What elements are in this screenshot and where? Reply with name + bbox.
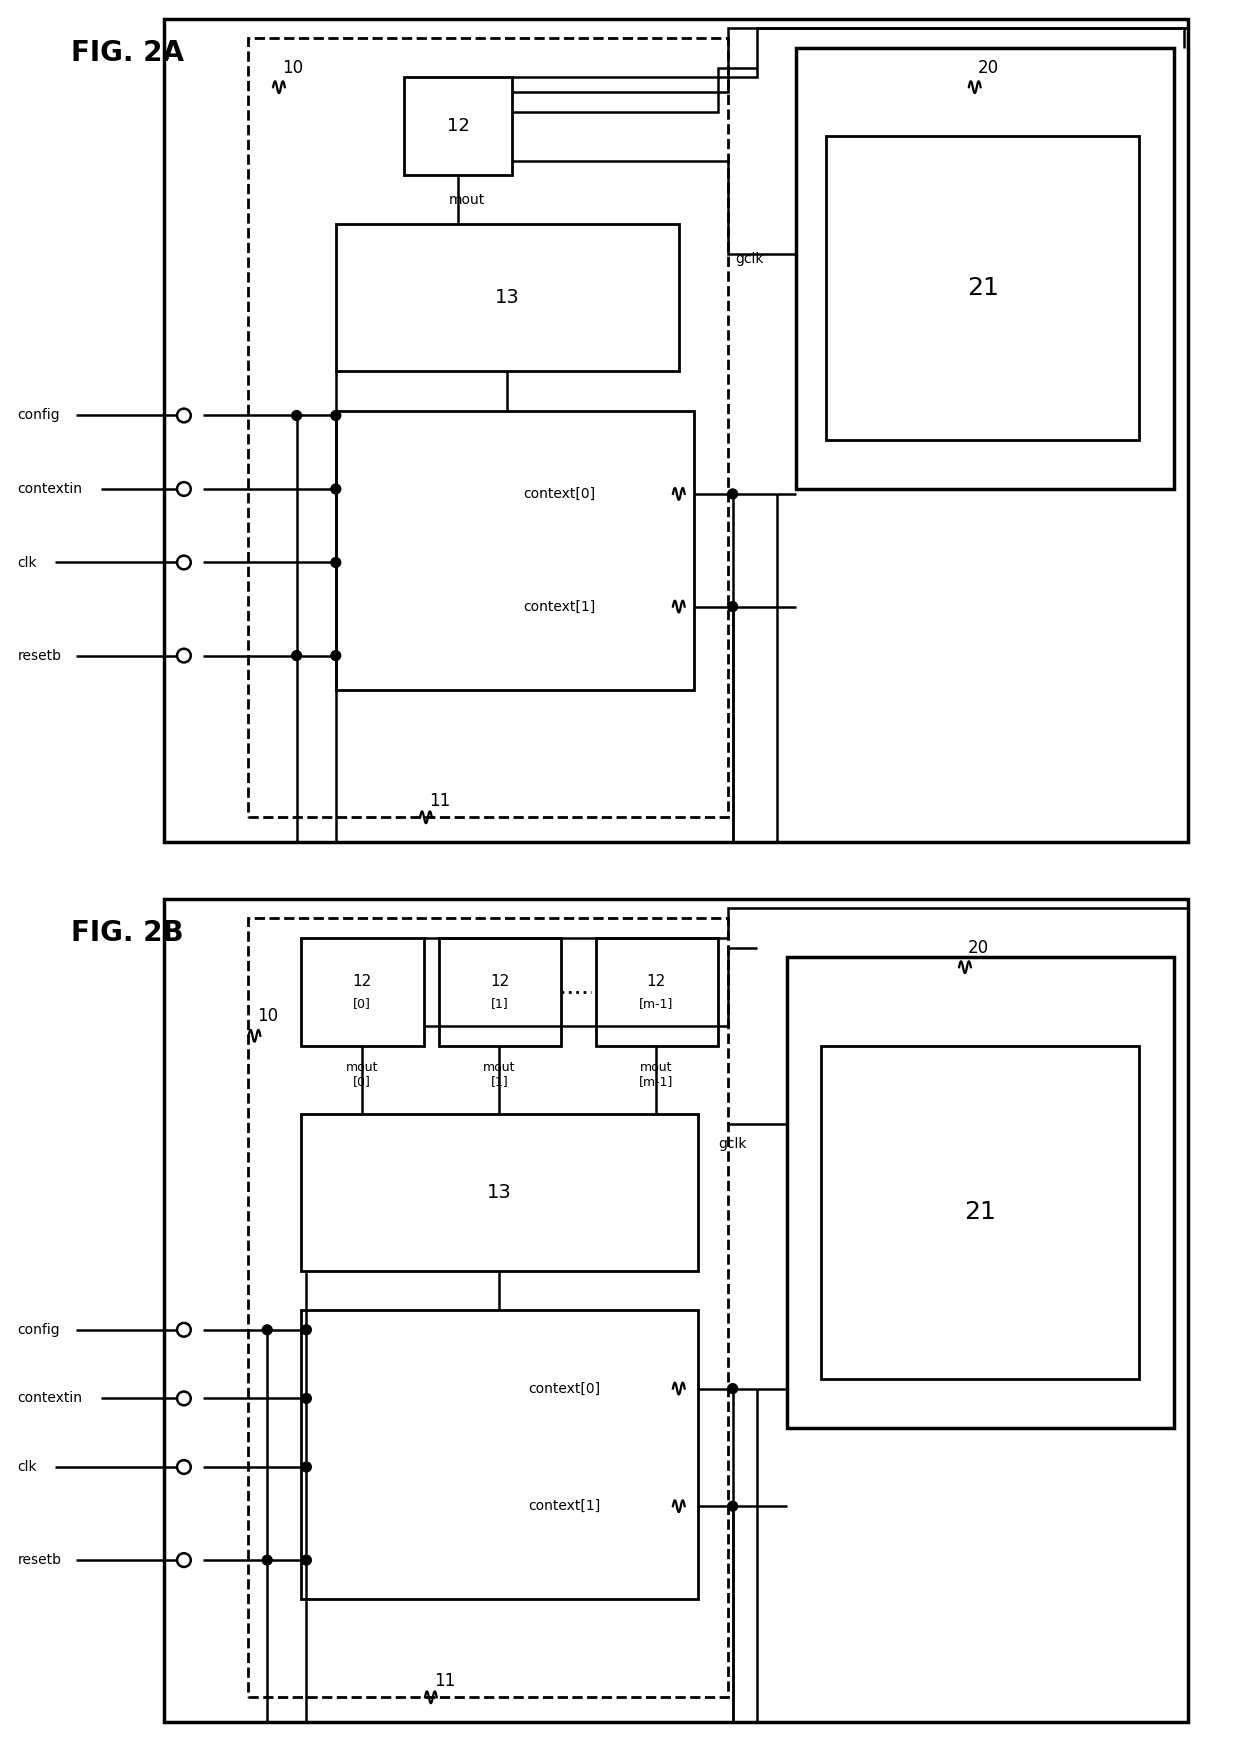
Circle shape bbox=[728, 1383, 738, 1394]
Circle shape bbox=[301, 1394, 311, 1403]
Circle shape bbox=[331, 484, 341, 495]
Circle shape bbox=[177, 649, 191, 662]
Circle shape bbox=[301, 1556, 311, 1565]
Text: context[1]: context[1] bbox=[528, 1500, 600, 1514]
Circle shape bbox=[177, 1461, 191, 1473]
Bar bbox=[248, 39, 728, 817]
Circle shape bbox=[331, 558, 341, 567]
Text: FIG. 2B: FIG. 2B bbox=[71, 919, 184, 947]
Text: context[1]: context[1] bbox=[523, 600, 595, 614]
Text: contextin: contextin bbox=[17, 482, 82, 496]
Text: [0]: [0] bbox=[353, 996, 371, 1010]
Bar bbox=[439, 938, 562, 1045]
Text: [m-1]: [m-1] bbox=[639, 996, 673, 1010]
Text: 10: 10 bbox=[281, 58, 303, 77]
Bar bbox=[826, 136, 1140, 440]
Bar bbox=[164, 899, 1188, 1721]
Circle shape bbox=[291, 651, 301, 660]
Bar bbox=[595, 938, 718, 1045]
Text: mout: mout bbox=[346, 1061, 378, 1074]
Text: 12: 12 bbox=[446, 118, 470, 136]
Circle shape bbox=[177, 408, 191, 422]
Circle shape bbox=[263, 1325, 272, 1334]
Bar bbox=[336, 224, 678, 371]
Text: 11: 11 bbox=[429, 792, 450, 810]
Text: context[0]: context[0] bbox=[528, 1382, 600, 1396]
Circle shape bbox=[728, 1501, 738, 1512]
Text: FIG. 2A: FIG. 2A bbox=[71, 39, 185, 67]
Text: contextin: contextin bbox=[17, 1392, 82, 1406]
Text: [1]: [1] bbox=[491, 1075, 508, 1088]
Bar bbox=[248, 919, 728, 1697]
Circle shape bbox=[177, 1392, 191, 1404]
Text: 21: 21 bbox=[967, 276, 998, 301]
Circle shape bbox=[331, 651, 341, 660]
Text: 13: 13 bbox=[495, 289, 520, 308]
Circle shape bbox=[177, 482, 191, 496]
Bar bbox=[796, 48, 1174, 489]
Text: config: config bbox=[17, 1324, 60, 1338]
Circle shape bbox=[301, 1463, 311, 1471]
Text: 12: 12 bbox=[352, 975, 372, 989]
Bar bbox=[786, 957, 1174, 1427]
Circle shape bbox=[177, 556, 191, 570]
Circle shape bbox=[177, 1324, 191, 1336]
Text: 10: 10 bbox=[258, 1007, 279, 1024]
Bar bbox=[164, 19, 1188, 841]
Text: gclk: gclk bbox=[735, 252, 764, 266]
Circle shape bbox=[291, 410, 301, 421]
Circle shape bbox=[728, 602, 738, 611]
Bar bbox=[821, 1045, 1140, 1378]
Text: config: config bbox=[17, 408, 60, 422]
Text: [0]: [0] bbox=[353, 1075, 371, 1088]
Text: mout: mout bbox=[640, 1061, 672, 1074]
Text: 12: 12 bbox=[646, 975, 666, 989]
Text: mout: mout bbox=[449, 194, 485, 208]
Text: context[0]: context[0] bbox=[523, 488, 595, 502]
Text: clk: clk bbox=[17, 1461, 37, 1473]
Text: mout: mout bbox=[484, 1061, 516, 1074]
Text: [1]: [1] bbox=[491, 996, 508, 1010]
Bar bbox=[301, 1114, 698, 1271]
Circle shape bbox=[301, 1325, 311, 1334]
Text: 21: 21 bbox=[963, 1200, 996, 1225]
Bar bbox=[404, 77, 512, 176]
Text: clk: clk bbox=[17, 556, 37, 570]
Bar bbox=[301, 938, 424, 1045]
Circle shape bbox=[263, 1556, 272, 1565]
Circle shape bbox=[177, 1554, 191, 1566]
Text: 13: 13 bbox=[487, 1183, 512, 1202]
Text: 20: 20 bbox=[968, 938, 990, 957]
Circle shape bbox=[728, 489, 738, 498]
Text: 20: 20 bbox=[977, 58, 999, 77]
Text: resetb: resetb bbox=[17, 1552, 61, 1566]
Circle shape bbox=[331, 410, 341, 421]
Text: resetb: resetb bbox=[17, 649, 61, 662]
Bar bbox=[336, 410, 693, 690]
Text: 11: 11 bbox=[434, 1672, 455, 1690]
Text: 12: 12 bbox=[490, 975, 510, 989]
Text: gclk: gclk bbox=[718, 1137, 746, 1151]
Bar bbox=[301, 1309, 698, 1600]
Text: [m-1]: [m-1] bbox=[639, 1075, 673, 1088]
